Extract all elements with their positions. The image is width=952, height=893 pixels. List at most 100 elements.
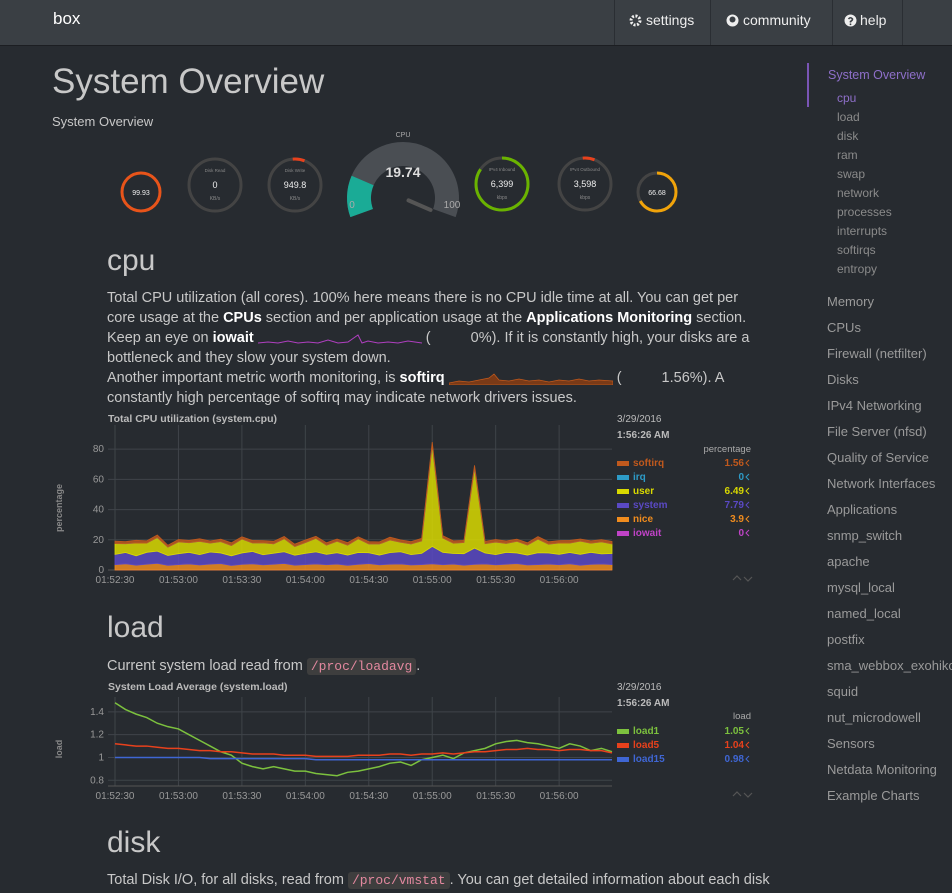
gauge-unit: kbps [580, 195, 591, 201]
sidebar-active[interactable]: System Overview [828, 68, 926, 82]
section-text: Total CPU utilization (all cores). 100% … [107, 288, 757, 408]
sidebar-item[interactable]: sma_webbox_exohiko [827, 658, 952, 673]
sidebar-subitem[interactable]: interrupts [837, 224, 888, 238]
sidebar-item[interactable]: squid [827, 684, 859, 699]
sidebar-item[interactable]: named_local [827, 606, 901, 621]
sidebar-item[interactable]: nut_microdowell [827, 710, 921, 725]
section-heading: disk [107, 826, 161, 859]
section-heading: cpu [107, 244, 156, 277]
sidebar-item[interactable]: Network Interfaces [827, 476, 936, 491]
sidebar-item[interactable]: Applications [827, 502, 898, 517]
resize-icon [732, 575, 742, 581]
sidebar-subitem[interactable]: load [837, 110, 860, 124]
sidebar-item[interactable]: File Server (nfsd) [827, 424, 927, 439]
text: Total Disk I/O, for all disks, read from [107, 872, 348, 888]
y-tick-label: 0.8 [90, 775, 104, 786]
legend-name: nice [633, 514, 653, 525]
x-tick-label: 01:54:30 [349, 575, 388, 586]
legend-value: 1.04 [725, 740, 745, 751]
gauge-label: IPv4 Inbound [489, 167, 516, 172]
gauge-unit: KB/s [210, 196, 221, 202]
resize-icon [743, 576, 753, 582]
legend-arrow [745, 755, 750, 763]
text: ( [616, 370, 622, 386]
resize-icon [732, 791, 742, 797]
legend-value: 7.79 [725, 500, 745, 511]
sidebar-subitem[interactable]: network [837, 186, 880, 200]
legend-arrow [745, 515, 750, 523]
chart-date: 3/29/2016 [617, 414, 662, 425]
nav-link[interactable]: settings [646, 12, 695, 28]
sparkline [257, 334, 422, 344]
x-tick-label: 01:52:30 [96, 575, 135, 586]
settings-icon [629, 14, 642, 27]
sidebar-item[interactable]: Sensors [827, 736, 875, 751]
legend-value: 0.98 [725, 754, 745, 765]
legend-value: 1.05 [725, 726, 745, 737]
github-icon [726, 14, 739, 27]
sidebar-item[interactable]: Quality of Service [827, 450, 929, 465]
gauge-rings [120, 156, 678, 213]
gauge-value: 6,399 [491, 179, 514, 189]
resize-icon [743, 792, 753, 798]
x-tick-label: 01:54:00 [286, 791, 325, 802]
text: 1.56%). A constantly high percentage of … [107, 370, 724, 406]
sidebar-item[interactable]: apache [827, 554, 870, 569]
x-tick-label: 01:55:00 [413, 575, 452, 586]
line [114, 702, 613, 777]
y-tick-label: 40 [93, 505, 105, 516]
line [115, 756, 612, 761]
text: . [416, 658, 421, 674]
sidebar-item[interactable]: IPv4 Networking [827, 398, 922, 413]
gauge-label: Disk Write [285, 168, 306, 173]
sidebar-item[interactable]: snmp_switch [827, 528, 903, 543]
gauge-label: IPv4 Outbound [570, 167, 601, 172]
legend-swatch [617, 757, 629, 762]
nav-link[interactable]: help [860, 12, 887, 28]
gauge-label: Disk Read [205, 168, 226, 173]
sidebar-item[interactable]: Netdata Monitoring [827, 762, 937, 777]
chart-title: System Load Average (system.load) [108, 681, 288, 693]
legend-swatch [617, 531, 629, 536]
nav-link[interactable]: community [743, 12, 811, 28]
brand[interactable]: box [53, 9, 81, 28]
legend-swatch [617, 475, 629, 480]
y-axis-label: percentage [54, 484, 64, 532]
sidebar-item[interactable]: Firewall (netfilter) [827, 346, 927, 361]
section-heading: load [107, 611, 164, 644]
y-tick-label: 20 [93, 535, 105, 546]
sidebar-subitem[interactable]: processes [837, 205, 892, 219]
chart-date: 3/29/2016 [617, 682, 662, 693]
legend-swatch [617, 517, 629, 522]
sidebar-item[interactable]: Example Charts [827, 788, 920, 803]
sidebar-subitem[interactable]: ram [837, 148, 858, 162]
x-tick-label: 01:54:30 [349, 791, 388, 802]
bold-text: iowait [212, 330, 254, 346]
gauge-label: CPU [396, 132, 411, 139]
y-tick-label: 0 [98, 565, 104, 576]
sidebar-item[interactable]: CPUs [827, 320, 861, 335]
sidebar-item[interactable]: Memory [827, 294, 874, 309]
sidebar-subitem[interactable]: disk [837, 129, 859, 143]
legend-arrow [745, 487, 750, 495]
legend-name: iowait [633, 528, 662, 539]
legend-name: irq [633, 472, 646, 483]
sidebar-item[interactable]: postfix [827, 632, 865, 647]
sidebar-subitem[interactable]: cpu [837, 91, 857, 105]
text: Keep an eye on [107, 330, 213, 346]
sidebar-item[interactable]: Disks [827, 372, 859, 387]
legend-name: load5 [633, 740, 660, 751]
sidebar-subitem[interactable]: swap [837, 167, 866, 181]
legend-name: load1 [633, 726, 660, 737]
legend-name: softirq [633, 458, 664, 469]
chart-units: percentage [703, 444, 751, 455]
gauge-value: 3,598 [574, 179, 597, 189]
sidebar-subitem[interactable]: entropy [837, 262, 878, 276]
legend-value: 1.56 [725, 458, 745, 469]
sidebar-item[interactable]: mysql_local [827, 580, 895, 595]
sidebar-subitem[interactable]: softirqs [837, 243, 876, 257]
x-tick-label: 01:53:00 [159, 575, 198, 586]
y-tick-label: 1.2 [90, 730, 104, 741]
legend-swatch [617, 503, 629, 508]
